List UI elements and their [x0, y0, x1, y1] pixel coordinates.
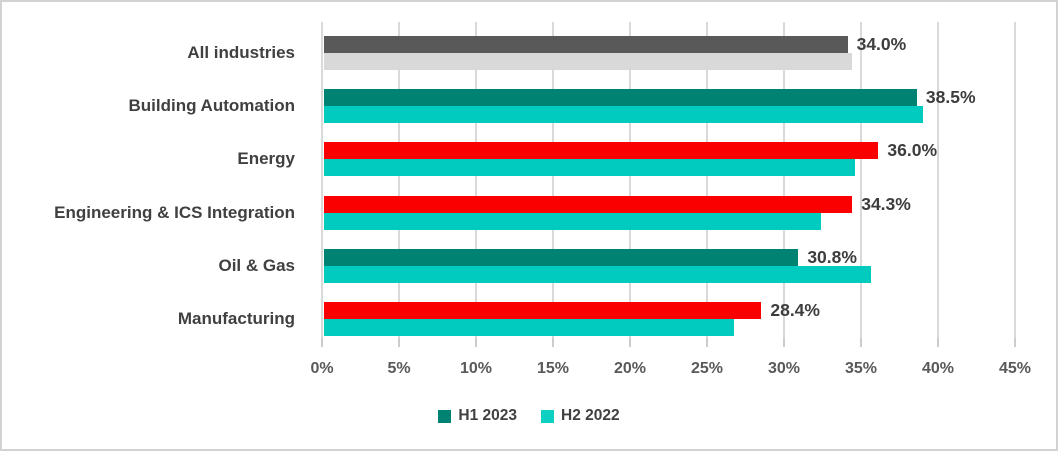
legend-item: H2 2022 [541, 407, 620, 425]
category-label: Oil & Gas [218, 255, 295, 275]
data-label: 28.4% [770, 300, 820, 320]
axis-tick-mark [321, 338, 323, 347]
h2-2022-bar [324, 53, 853, 70]
category-label: All industries [187, 43, 295, 62]
category-label: Energy [237, 149, 295, 169]
data-label: 36.0% [887, 140, 938, 161]
legend-swatch-icon [541, 409, 554, 423]
axis-tick-mark [552, 338, 554, 347]
data-label: 38.5% [925, 87, 976, 108]
data-label: 34.3% [861, 193, 911, 214]
axis-tick-mark [629, 338, 631, 347]
gridline [1014, 22, 1016, 338]
axis-tick-mark [398, 338, 400, 347]
x-tick-label: 15% [536, 360, 570, 377]
legend-label: H1 2023 [458, 407, 517, 424]
data-label: 34.0% [856, 34, 907, 54]
category-label: Manufacturing [177, 309, 295, 328]
axis-tick-mark [706, 338, 708, 347]
data-label: 30.8% [807, 246, 857, 267]
h1-2023-bar [324, 142, 879, 160]
gridline [860, 22, 862, 338]
h1-2023-bar [324, 89, 917, 107]
h1-2023-bar [324, 195, 853, 213]
axis-tick-mark [783, 338, 785, 347]
x-tick-label: 45% [998, 360, 1032, 377]
gridline [783, 22, 785, 338]
h2-2022-bar [324, 319, 734, 336]
x-tick-label: 0% [310, 360, 334, 377]
legend-swatch-icon [438, 409, 452, 423]
gridline [629, 22, 631, 338]
x-tick-label: 25% [690, 360, 724, 377]
gridline [552, 22, 554, 338]
x-tick-label: 30% [767, 360, 801, 377]
category-label: Engineering & ICS Integration [54, 202, 295, 222]
axis-tick-mark [475, 338, 477, 347]
legend: H1 2023 H2 2022 [2, 404, 1056, 428]
gridline [321, 22, 323, 338]
x-tick-label: 40% [921, 360, 955, 377]
x-tick-label: 10% [459, 360, 493, 377]
gridline [475, 22, 477, 338]
h1-2023-bar [324, 302, 762, 319]
x-tick-label: 5% [387, 360, 411, 377]
plot-area: 34.0% 38.5% 36.0% 34.3% 30.8% 28.4% [321, 22, 1016, 347]
h1-2023-bar [324, 36, 848, 53]
x-tick-label: 35% [844, 360, 878, 377]
legend-item: H1 2023 [438, 407, 517, 425]
axis-tick-mark [860, 338, 862, 347]
axis-tick-mark [937, 338, 939, 347]
h2-2022-bar [324, 265, 871, 283]
h2-2022-bar [324, 159, 856, 177]
gridline [398, 22, 400, 338]
gridline [937, 22, 939, 338]
category-label: Building Automation [128, 96, 295, 116]
h1-2023-bar [324, 248, 799, 266]
axis-tick-mark [1014, 338, 1016, 347]
h2-2022-bar [324, 106, 924, 124]
x-tick-label: 20% [613, 360, 647, 377]
legend-label: H2 2022 [561, 407, 620, 424]
gridline [706, 22, 708, 338]
h2-2022-bar [324, 212, 822, 230]
